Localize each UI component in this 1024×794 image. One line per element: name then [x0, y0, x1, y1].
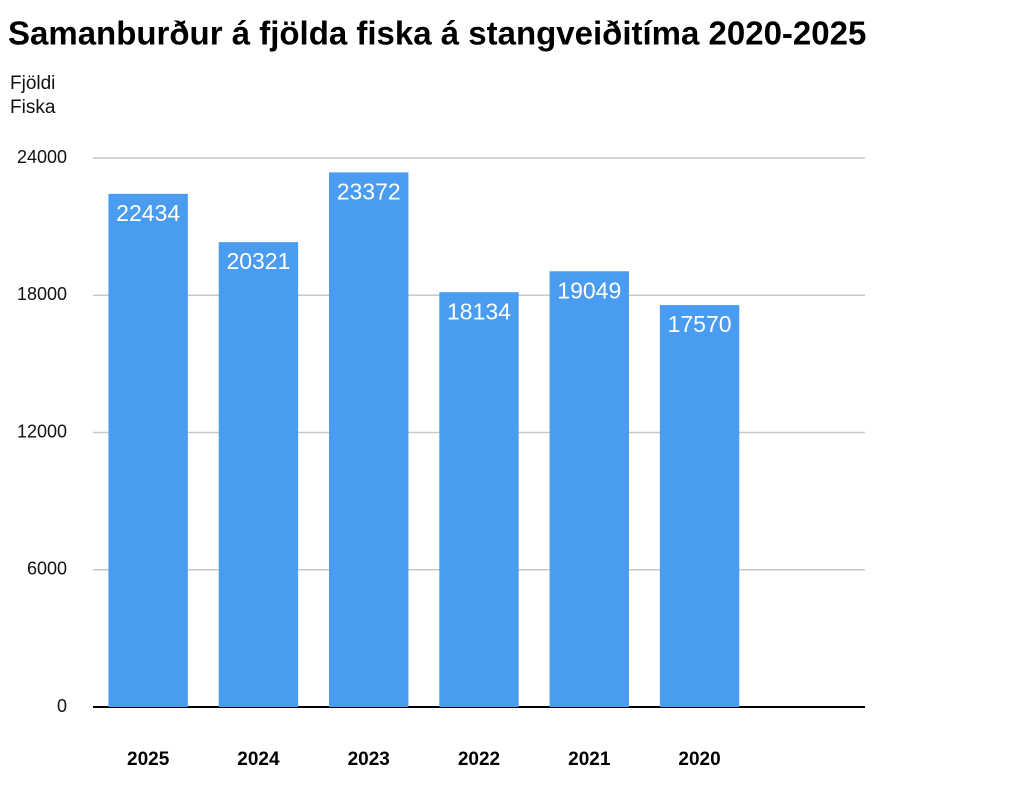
bar: [549, 271, 629, 707]
bar: [659, 305, 740, 707]
x-tick-label: 2023: [348, 749, 390, 770]
data-label: 20321: [226, 248, 290, 274]
data-label: 23372: [337, 178, 401, 204]
x-tick-label: 2025: [127, 749, 170, 770]
y-tick-label: 24000: [17, 147, 67, 167]
y-axis-label: Fjöldi Fiska: [10, 73, 56, 118]
y-tick-label: 0: [57, 696, 67, 716]
x-tick-label: 2024: [237, 749, 280, 770]
x-tick-label: 2020: [678, 749, 720, 770]
y-tick-label: 18000: [17, 284, 67, 304]
y-tick-label: 12000: [17, 421, 67, 441]
bar: [439, 292, 519, 707]
bar: [108, 193, 188, 707]
x-tick-label: 2021: [568, 749, 611, 770]
bar: [218, 242, 299, 708]
data-label: 22434: [116, 200, 180, 226]
data-label: 19049: [557, 277, 621, 303]
bar: [329, 172, 409, 708]
data-label: 18134: [447, 298, 511, 324]
chart-title: Samanburður á fjölda fiska á stangveiðit…: [8, 15, 866, 52]
x-tick-label: 2022: [458, 749, 500, 770]
y-tick-label: 6000: [27, 559, 67, 579]
data-label: 17570: [668, 311, 732, 337]
